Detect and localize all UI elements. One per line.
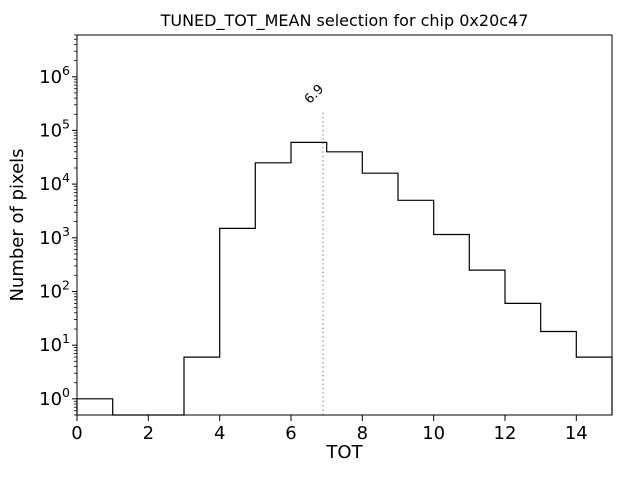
y-tick-label: 102 (39, 278, 70, 303)
y-axis-label: Number of pixels (7, 148, 28, 301)
y-tick-label: 104 (39, 170, 70, 195)
x-tick-label: 8 (357, 423, 368, 444)
y-major-ticks (72, 76, 77, 400)
x-tick-label: 14 (565, 423, 588, 444)
x-tick-label: 12 (494, 423, 517, 444)
x-ticks (76, 415, 577, 421)
y-tick-label: 100 (39, 385, 70, 410)
x-tick-label: 6 (285, 423, 296, 444)
y-tick-label: 105 (39, 116, 70, 141)
x-tick-label: 4 (214, 423, 225, 444)
vline-value-label: 6.9 (302, 82, 327, 107)
y-tick-label: 106 (39, 63, 70, 88)
plot-frame (76, 34, 613, 416)
chart-title: TUNED_TOT_MEAN selection for chip 0x20c4… (160, 11, 529, 31)
histogram-step-line (76, 141, 613, 416)
x-tick-label: 0 (71, 423, 82, 444)
x-tick-label: 2 (143, 423, 154, 444)
y-tick-labels: 100 101 102 103 104 105 106 (39, 63, 70, 410)
y-tick-label: 101 (39, 331, 70, 356)
x-tick-label: 10 (422, 423, 445, 444)
x-tick-labels: 0 2 4 6 8 10 12 14 (71, 423, 587, 444)
y-tick-label: 103 (39, 224, 70, 249)
x-axis-label: TOT (325, 442, 363, 463)
